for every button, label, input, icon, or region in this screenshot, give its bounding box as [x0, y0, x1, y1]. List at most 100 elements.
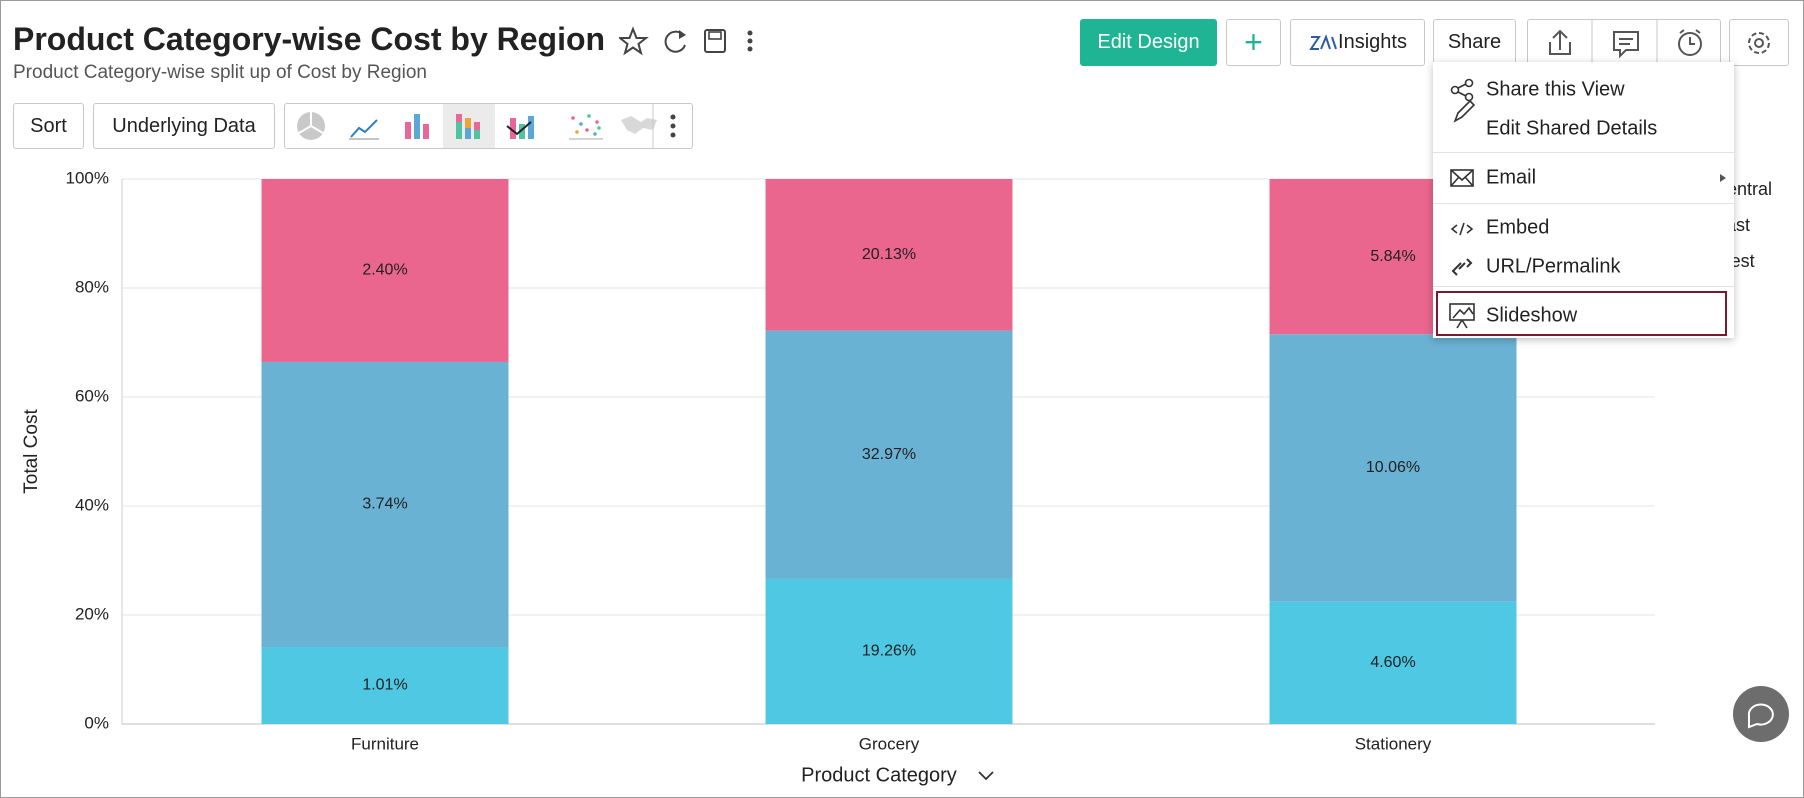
y-tick-label: 0% [84, 713, 109, 732]
bar-segment [765, 578, 1013, 724]
email-icon [1450, 169, 1474, 187]
x-tick-label: Grocery [859, 734, 920, 753]
refresh-icon[interactable] [664, 30, 686, 53]
bar-type-bar [414, 114, 420, 139]
menu-item[interactable]: Slideshow [1486, 304, 1578, 327]
report-title: Product Category-wise Cost by Region [13, 21, 606, 57]
menu-item[interactable]: Edit Shared Details [1486, 117, 1658, 140]
edit-icon [1453, 99, 1476, 123]
data-label: 1.01% [362, 677, 407, 694]
y-axis-title: Total Cost [21, 409, 42, 494]
bar-type-bar [423, 124, 429, 139]
y-tick-label: 100% [66, 168, 109, 187]
bar-segment [765, 179, 1013, 331]
chat-circle [1733, 686, 1789, 742]
bar-segment [261, 361, 509, 648]
share-button[interactable]: Share [1433, 19, 1516, 66]
bar-type[interactable] [405, 122, 411, 139]
highlight-box [1436, 291, 1727, 336]
more-dot [747, 38, 753, 44]
bar-segment [261, 647, 509, 724]
export-icon[interactable] [1549, 29, 1571, 55]
insights-label: Insights [1338, 31, 1407, 53]
bar-segment [1269, 334, 1517, 602]
chat-icon [1747, 703, 1774, 729]
bar-segment [261, 179, 509, 362]
favorite-icon[interactable] [619, 26, 649, 56]
chart-type-icons [297, 104, 676, 148]
add-button[interactable]: + [1226, 19, 1281, 66]
stack-icon [474, 130, 480, 139]
underlying-data-button[interactable]: Underlying Data [93, 103, 275, 149]
stack-icon [474, 122, 480, 130]
data-label: 5.84% [1370, 248, 1415, 265]
title-icons [619, 26, 753, 56]
alarm-hands [1679, 29, 1701, 45]
data-label: 4.60% [1370, 654, 1415, 671]
stack-icon [456, 114, 462, 122]
alarm-icon[interactable] [1678, 32, 1702, 56]
stack-icon [456, 122, 462, 139]
action-icons [1527, 19, 1721, 66]
edit-design-button[interactable]: Edit Design [1080, 19, 1217, 66]
combo-type[interactable] [510, 118, 516, 139]
data-label: 19.26% [862, 643, 916, 660]
settings-button[interactable] [1729, 19, 1789, 66]
x-tick-label: Stationery [1355, 734, 1432, 753]
menu-separator [1433, 286, 1734, 287]
axis-dropdown-chevron [978, 771, 994, 781]
embed-icon [1450, 222, 1474, 236]
insights-icon [1309, 33, 1337, 50]
data-label: 2.40% [362, 262, 407, 279]
chat-button[interactable] [1732, 685, 1792, 745]
y-tick-label: 60% [75, 386, 109, 405]
bar-segment [1269, 601, 1517, 724]
menu-item[interactable]: Email [1486, 166, 1537, 189]
slideshow-icon [1449, 303, 1475, 329]
share-menu: Share this View Edit Shared Details Emai… [1433, 62, 1734, 338]
stack-icon [465, 128, 471, 139]
save-icon-slot [708, 31, 722, 40]
bar-segment [765, 330, 1013, 579]
menu-item[interactable]: Share this View [1486, 78, 1625, 101]
data-label: 3.74% [362, 496, 407, 513]
chart-type-bar [284, 103, 693, 149]
save-icon[interactable] [704, 29, 726, 53]
comment-icon[interactable] [1613, 31, 1639, 59]
report-subtitle: Product Category-wise split up of Cost b… [13, 62, 427, 83]
more-dot [747, 46, 753, 52]
y-tick-label: 80% [75, 277, 109, 296]
share-icon [1450, 78, 1474, 102]
menu-item[interactable]: Embed [1486, 216, 1550, 239]
data-label: 32.97% [862, 446, 916, 463]
y-tick-label: 40% [75, 495, 109, 514]
action-icons-svg [1549, 20, 1702, 65]
menu-item[interactable]: URL/Permalink [1486, 255, 1621, 278]
more-dot [670, 123, 676, 129]
refresh-arrow [679, 30, 686, 39]
x-tick-label: Furniture [351, 734, 419, 753]
more-dot[interactable] [670, 114, 676, 120]
combo-icon [528, 116, 534, 139]
stack-icon [465, 118, 471, 128]
line-type[interactable] [350, 119, 378, 138]
x-axis-title: Product Category [801, 764, 957, 786]
data-label: 10.06% [1366, 459, 1420, 476]
sort-button[interactable]: Sort [13, 103, 84, 149]
y-tick-label: 20% [75, 604, 109, 623]
data-label: 20.13% [862, 246, 916, 263]
insights-button[interactable]: Insights [1290, 19, 1425, 66]
more-dot [670, 132, 676, 138]
more-dot[interactable] [747, 30, 753, 36]
pie-slice [298, 112, 324, 134]
menu-separator [1433, 152, 1734, 153]
menu-icons [1449, 78, 1726, 329]
combo-icon [519, 124, 525, 139]
map-type[interactable] [621, 116, 657, 134]
submenu-arrow [1720, 174, 1726, 182]
menu-separator [1433, 203, 1734, 204]
scatter-type[interactable] [571, 114, 601, 136]
settings-icon [1748, 31, 1770, 54]
